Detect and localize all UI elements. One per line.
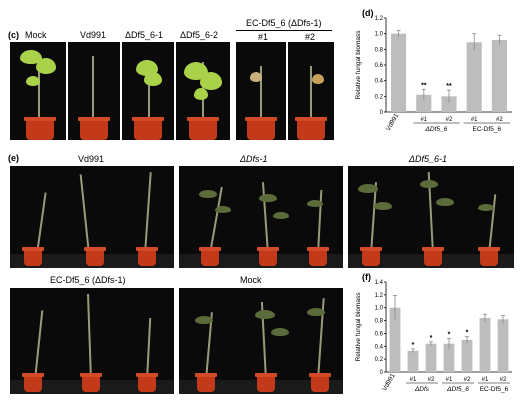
chart-f-category-label: #2 bbox=[500, 377, 507, 383]
panel-e-photo-mock bbox=[179, 288, 343, 394]
chart-d-ytick-label: 1.2 bbox=[375, 16, 384, 22]
chart-d-group-label: EC-Df5_6 bbox=[473, 126, 502, 133]
chart-d-category-label: #1 bbox=[420, 117, 427, 123]
chart-f-ytick-label: 0.8 bbox=[375, 319, 384, 325]
chart-f-significance: * bbox=[466, 330, 469, 337]
panel-c-photo-mock bbox=[10, 42, 66, 140]
chart-f-group-label: EC-Df5_6 bbox=[480, 386, 509, 393]
panel-e-photo-dfs-1 bbox=[179, 166, 343, 268]
chart-d-group-label: ΔDf5_6 bbox=[425, 126, 448, 133]
panel-e-label-ec: EC-Df5_6 (ΔDfs-1) bbox=[50, 275, 126, 285]
chart-f-ytick-label: 0.4 bbox=[375, 344, 384, 350]
chart-f-ytick-label: 1.0 bbox=[375, 306, 384, 312]
panel-e-label-mock: Mock bbox=[240, 275, 262, 285]
chart-d-bar bbox=[491, 39, 507, 112]
panel-c-photo-ec-2 bbox=[288, 42, 334, 140]
chart-d-bar bbox=[416, 94, 432, 112]
panel-e-letter: (e) bbox=[8, 153, 19, 163]
chart-d-significance: ** bbox=[421, 82, 427, 89]
chart-f-significance: * bbox=[412, 342, 415, 349]
chart-f-category-label: #2 bbox=[464, 377, 471, 383]
panel-e-label-vd991: Vd991 bbox=[78, 154, 105, 164]
chart-f-category-label: #2 bbox=[428, 377, 435, 383]
chart-f-ytick-label: 1.4 bbox=[375, 280, 384, 286]
chart-d-bar bbox=[441, 96, 457, 112]
chart-d-ytick-label: 1.0 bbox=[375, 32, 384, 38]
panel-e-label-dfs-1: ΔDfs-1 bbox=[240, 154, 268, 164]
chart-f-ytick-label: 0.6 bbox=[375, 331, 384, 337]
chart-f-bar bbox=[443, 343, 455, 372]
panel-c-label-df5-6-1: ΔDf5_6-1 bbox=[125, 30, 164, 40]
chart-d-ytick-label: 0 bbox=[380, 110, 384, 116]
chart-f-group-label: ΔDfs bbox=[414, 386, 430, 393]
chart-f-bar bbox=[389, 307, 401, 372]
chart-d: 0 0.2 0.4 0.6 0.8 1.0 1.2 Relative fungal bioma… bbox=[355, 16, 512, 133]
chart-f-group-label: ΔDf5_6 bbox=[446, 386, 469, 393]
panel-c-sublabel-1: #1 bbox=[258, 32, 269, 42]
chart-f-ytick-label: 0.2 bbox=[375, 357, 384, 363]
chart-f: 0 0.2 0.4 0.6 0.8 1.0 1.2 1.4 Relative fungal bi… bbox=[355, 280, 512, 393]
chart-f-bar bbox=[479, 318, 491, 372]
chart-d-ytick-label: 0.6 bbox=[375, 63, 384, 69]
chart-f-category-label: #1 bbox=[446, 377, 453, 383]
chart-f-category-label: #1 bbox=[410, 377, 417, 383]
chart-d-ytick-label: 0.4 bbox=[375, 79, 384, 85]
chart-f-significance: * bbox=[430, 335, 433, 342]
chart-f-bar bbox=[407, 350, 419, 372]
panel-e-photo-df5-6-1 bbox=[348, 166, 514, 268]
panel-c-label-df5-6-2: ΔDf5_6-2 bbox=[180, 30, 219, 40]
chart-d-bar bbox=[391, 33, 407, 112]
chart-f-bar bbox=[497, 319, 509, 372]
panel-c-photo-vd991 bbox=[68, 42, 120, 140]
panel-e-photo-ec bbox=[10, 288, 174, 394]
panel-c-letter: (c) bbox=[8, 30, 19, 40]
chart-d-category-label: #2 bbox=[446, 117, 453, 123]
panel-c-photo-ec-1 bbox=[236, 42, 286, 140]
chart-d-category-label: #2 bbox=[496, 117, 503, 123]
panel-f-letter: (f) bbox=[362, 272, 371, 282]
chart-f-ylabel: Relative fungal biomass bbox=[355, 292, 362, 362]
chart-d-category-label: Vd991 bbox=[385, 112, 401, 132]
chart-f-ytick-label: 0 bbox=[380, 370, 384, 376]
chart-d-ylabel: Relative fungal biomass bbox=[355, 30, 362, 100]
chart-d-ytick-label: 0.2 bbox=[375, 94, 384, 100]
panel-e-photo-vd991 bbox=[10, 166, 174, 268]
chart-d-bar bbox=[466, 42, 482, 112]
chart-f-significance: * bbox=[448, 332, 451, 339]
panel-c-photo-df5-6-1 bbox=[122, 42, 174, 140]
chart-f-bar bbox=[461, 339, 473, 372]
chart-d-category-label: #1 bbox=[471, 117, 478, 123]
chart-d-significance: ** bbox=[446, 83, 452, 90]
panel-c-photo-df5-6-2 bbox=[176, 42, 230, 140]
panel-c-label-vd991: Vd991 bbox=[80, 30, 107, 40]
panel-c-label-mock: Mock bbox=[25, 30, 47, 40]
chart-f-bar bbox=[425, 343, 437, 372]
chart-f-ytick-label: 1.2 bbox=[375, 293, 384, 299]
panel-d-letter: (d) bbox=[362, 8, 374, 18]
chart-f-category-label: #1 bbox=[482, 377, 489, 383]
chart-d-ytick-label: 0.8 bbox=[375, 47, 384, 53]
panel-e-label-df5-6-1: ΔDf5_6-1 bbox=[409, 154, 448, 164]
panel-c-group-label: EC-Df5_6 (ΔDfs-1) bbox=[246, 18, 322, 28]
panel-c-group-line bbox=[236, 30, 332, 31]
panel-c-sublabel-2: #2 bbox=[305, 32, 316, 42]
chart-f-category-label: Vd991 bbox=[381, 372, 397, 392]
